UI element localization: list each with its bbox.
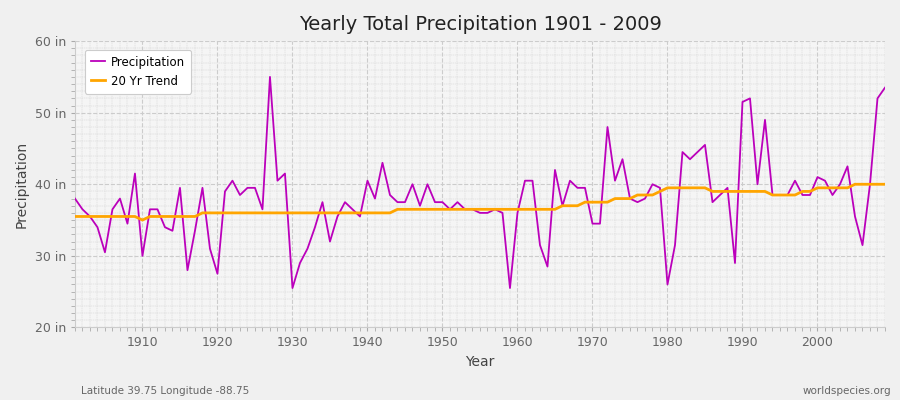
20 Yr Trend [302,210,313,215]
Line: Precipitation: Precipitation [75,77,885,288]
Precipitation [130,171,140,176]
20 Yr Trend [609,196,620,201]
Precipitation [527,178,538,183]
X-axis label: Year: Year [465,355,495,369]
20 Yr Trend [850,182,860,187]
Precipitation [879,85,890,90]
20 Yr Trend [512,207,523,212]
Precipitation [287,286,298,290]
Precipitation [617,157,628,162]
20 Yr Trend [347,210,358,215]
20 Yr Trend [130,214,140,219]
20 Yr Trend [137,218,148,222]
20 Yr Trend [69,214,80,219]
Title: Yearly Total Precipitation 1901 - 2009: Yearly Total Precipitation 1901 - 2009 [299,15,662,34]
Precipitation [355,214,365,219]
Precipitation [519,178,530,183]
Legend: Precipitation, 20 Yr Trend: Precipitation, 20 Yr Trend [85,50,191,94]
Y-axis label: Precipitation: Precipitation [15,141,29,228]
20 Yr Trend [519,207,530,212]
Precipitation [69,196,80,201]
Precipitation [310,225,320,230]
Precipitation [265,74,275,79]
Text: Latitude 39.75 Longitude -88.75: Latitude 39.75 Longitude -88.75 [81,386,249,396]
Line: 20 Yr Trend: 20 Yr Trend [75,184,885,220]
20 Yr Trend [879,182,890,187]
Text: worldspecies.org: worldspecies.org [803,386,891,396]
